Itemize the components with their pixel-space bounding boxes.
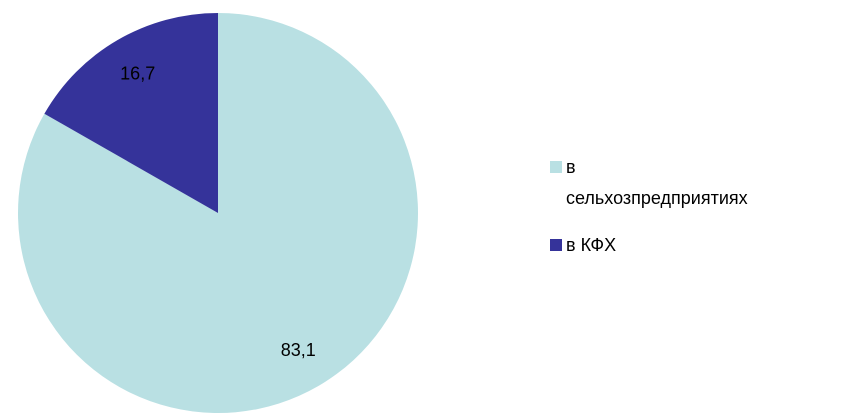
legend-label: в сельхозпредприятиях [566, 157, 748, 208]
legend-label: в КФХ [566, 235, 617, 255]
data-label: 83,1 [281, 340, 316, 360]
legend-item: в КФХ [550, 230, 744, 261]
pie-slice [44, 13, 219, 213]
data-label: 16,7 [120, 63, 155, 83]
legend-swatch [550, 239, 562, 251]
legend-item: в сельхозпредприятиях [550, 152, 748, 214]
pie-slice [18, 13, 418, 413]
legend-swatch [550, 161, 562, 173]
